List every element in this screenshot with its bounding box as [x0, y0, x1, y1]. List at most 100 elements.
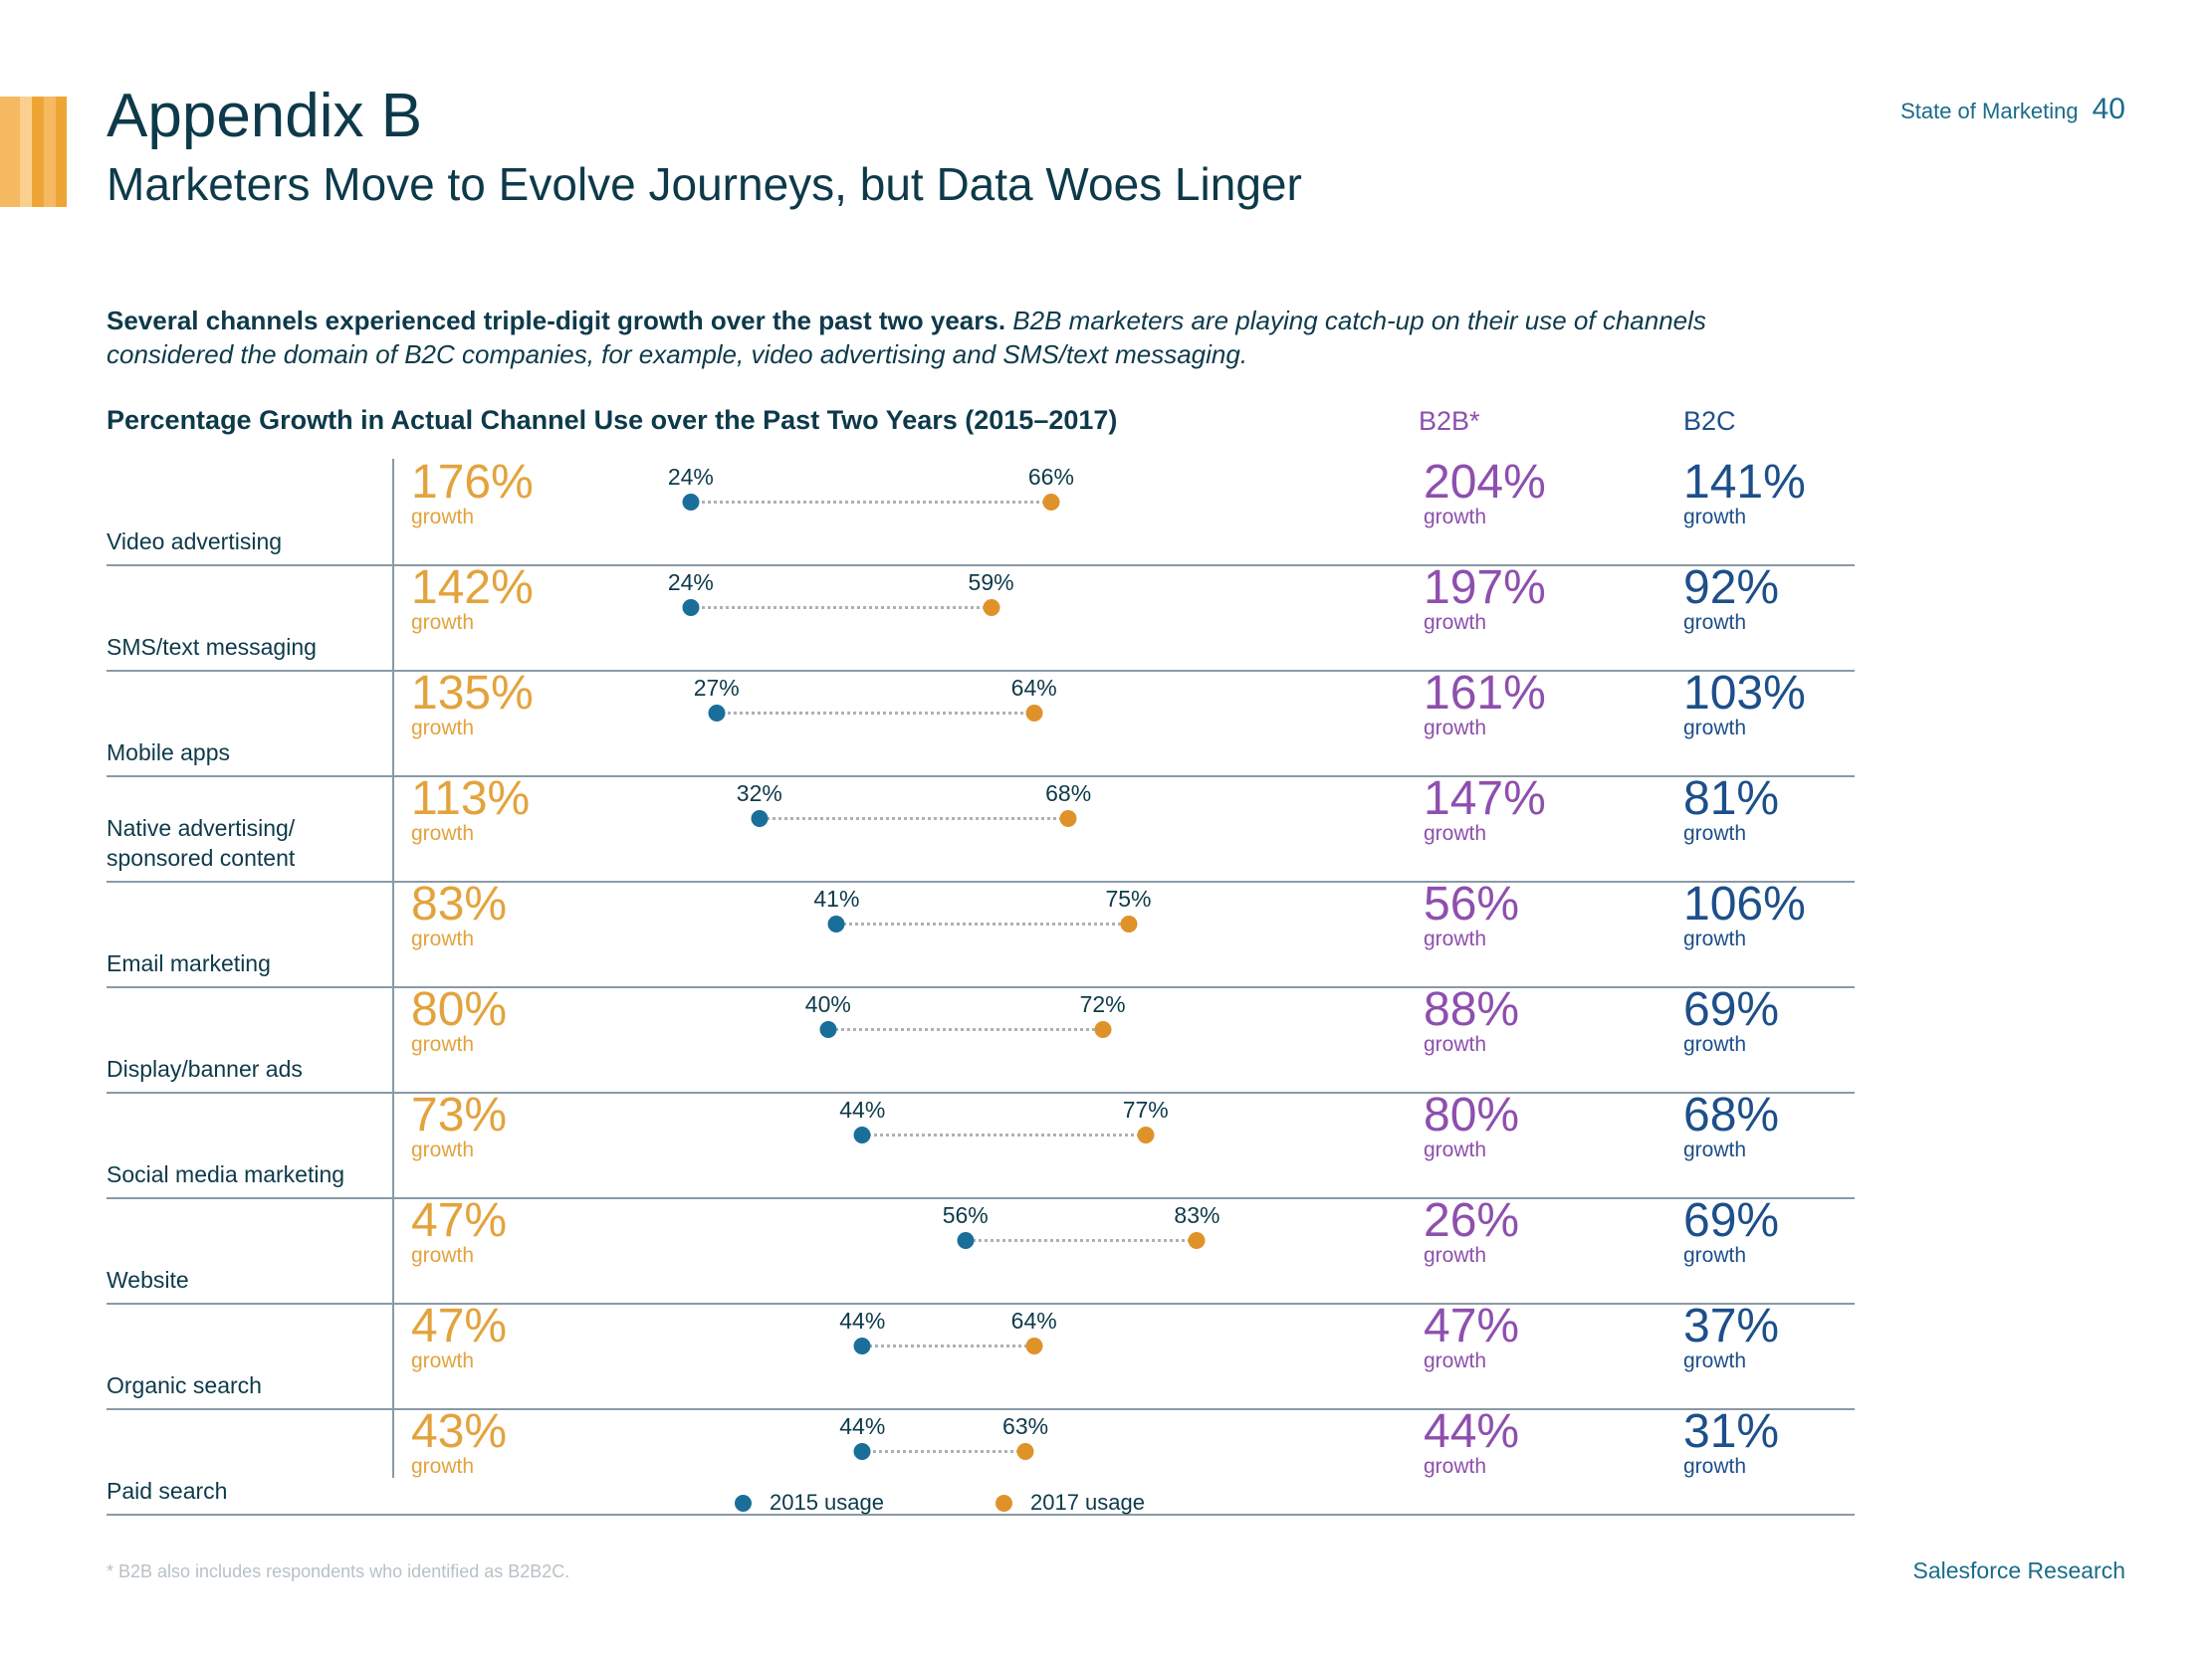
dot-2015: [827, 916, 845, 933]
total-growth: 80%: [411, 983, 508, 1036]
b2b-growth: 88%: [1424, 983, 1520, 1036]
report-name: State of Marketing: [1900, 99, 2079, 123]
table-row: Display/banner ads 80% growth 40% 72% 88% grow…: [107, 986, 1855, 1094]
b2b-growth-word: growth: [1424, 822, 1487, 845]
b2b-growth-word: growth: [1424, 1455, 1487, 1478]
table-row: Email marketing 83% growth 41% 75% 56% growth 1…: [107, 881, 1855, 988]
b2b-growth-word: growth: [1424, 1349, 1487, 1372]
value-label-2017: 64%: [1010, 675, 1057, 701]
total-growth-word: growth: [411, 1349, 475, 1372]
b2b-growth-word: growth: [1424, 1244, 1487, 1267]
total-growth: 47%: [411, 1194, 508, 1247]
dot-2015: [682, 599, 700, 616]
value-label-2017: 64%: [1010, 1308, 1057, 1334]
b2b-growth: 47%: [1424, 1300, 1520, 1352]
b2b-growth: 56%: [1424, 878, 1520, 931]
b2b-growth-word: growth: [1424, 611, 1487, 634]
b2c-growth: 106%: [1683, 878, 1806, 931]
legend: 2015 usage 2017 usage: [0, 1489, 2212, 1519]
value-label-2015: 24%: [667, 569, 714, 595]
b2c-growth: 68%: [1683, 1089, 1780, 1141]
legend-2015: 2015 usage: [735, 1489, 884, 1517]
decorative-bar: [20, 97, 32, 207]
dot-2017: [1025, 1338, 1043, 1354]
value-label-2015: 56%: [942, 1202, 989, 1228]
b2c-growth: 69%: [1683, 983, 1780, 1036]
channel-label: Display/banner ads: [107, 1056, 303, 1082]
channel-label: Website: [107, 1267, 189, 1293]
dot-2017: [1042, 494, 1060, 511]
channel-label: Native advertising/ sponsored content: [107, 815, 296, 871]
dot-2015: [682, 494, 700, 511]
intro-paragraph: Several channels experienced triple-digi…: [107, 304, 1759, 371]
value-label-2017: 66%: [1027, 464, 1074, 490]
b2c-growth-word: growth: [1683, 611, 1747, 634]
b2b-growth: 147%: [1424, 772, 1546, 825]
dot-2017: [1188, 1232, 1206, 1249]
decorative-bar: [32, 97, 44, 207]
total-growth: 113%: [411, 772, 531, 825]
total-growth-word: growth: [411, 1139, 475, 1161]
table-row: SMS/text messaging 142% growth 24% 59% 197% gr…: [107, 564, 1855, 672]
total-growth-word: growth: [411, 1455, 475, 1478]
column-divider: [392, 459, 394, 1478]
value-label-2015: 24%: [667, 464, 714, 490]
dumbbell-line: [759, 817, 1069, 820]
b2c-growth: 141%: [1683, 456, 1806, 509]
b2b-growth-word: growth: [1424, 506, 1487, 528]
value-label-2015: 41%: [813, 886, 860, 912]
table-row: Native advertising/ sponsored content 113…: [107, 775, 1855, 883]
b2c-growth-word: growth: [1683, 717, 1747, 739]
channel-label: SMS/text messaging: [107, 634, 317, 660]
total-growth-word: growth: [411, 822, 475, 845]
total-growth: 73%: [411, 1089, 508, 1141]
dot-2017: [983, 599, 1000, 616]
b2c-growth-word: growth: [1683, 1139, 1747, 1161]
total-growth-word: growth: [411, 1033, 475, 1056]
b2c-growth: 103%: [1683, 667, 1806, 720]
chart-title: Percentage Growth in Actual Channel Use …: [107, 405, 1118, 435]
dot-2015: [853, 1443, 871, 1460]
dumbbell-line: [690, 606, 992, 609]
dot-2015: [819, 1021, 837, 1038]
b2b-growth: 197%: [1424, 561, 1546, 614]
total-growth: 47%: [411, 1300, 508, 1352]
table-row: Video advertising 176% growth 24% 66% 204% gro…: [107, 459, 1855, 566]
b2c-growth-word: growth: [1683, 822, 1747, 845]
dumbbell-line: [716, 712, 1034, 715]
legend-label-2017: 2017 usage: [1030, 1490, 1145, 1515]
dot-2015: [751, 810, 769, 827]
total-growth: 83%: [411, 878, 508, 931]
b2b-growth-word: growth: [1424, 1139, 1487, 1161]
b2c-growth: 31%: [1683, 1405, 1780, 1458]
value-label-2017: 72%: [1079, 991, 1126, 1017]
dot-2015: [957, 1232, 975, 1249]
b2b-growth: 26%: [1424, 1194, 1520, 1247]
dumbbell-line: [965, 1239, 1198, 1242]
b2c-growth-word: growth: [1683, 1455, 1747, 1478]
channel-label: Video advertising: [107, 528, 283, 554]
legend-dot-2017: [995, 1494, 1012, 1512]
total-growth: 142%: [411, 561, 534, 614]
channel-label: Social media marketing: [107, 1161, 345, 1187]
b2c-growth-word: growth: [1683, 1244, 1747, 1267]
b2b-growth-word: growth: [1424, 1033, 1487, 1056]
dot-2015: [708, 705, 726, 722]
value-label-2017: 63%: [1002, 1413, 1049, 1439]
value-label-2017: 59%: [968, 569, 1014, 595]
b2c-growth: 92%: [1683, 561, 1780, 614]
value-label-2015: 40%: [804, 991, 851, 1017]
value-label-2015: 27%: [693, 675, 740, 701]
dot-2017: [1059, 810, 1077, 827]
table-row: Mobile apps 135% growth 27% 64% 161% growth 103…: [107, 670, 1855, 777]
value-label-2017: 77%: [1122, 1097, 1169, 1123]
total-growth-word: growth: [411, 611, 475, 634]
total-growth-word: growth: [411, 506, 475, 528]
total-growth-word: growth: [411, 1244, 475, 1267]
b2c-header: B2C: [1683, 406, 1736, 436]
legend-label-2015: 2015 usage: [770, 1490, 884, 1515]
total-growth: 43%: [411, 1405, 508, 1458]
dumbbell-line: [836, 923, 1129, 926]
total-growth-word: growth: [411, 928, 475, 950]
table-row: Organic search 47% growth 44% 64% 47% growth 37…: [107, 1303, 1855, 1410]
